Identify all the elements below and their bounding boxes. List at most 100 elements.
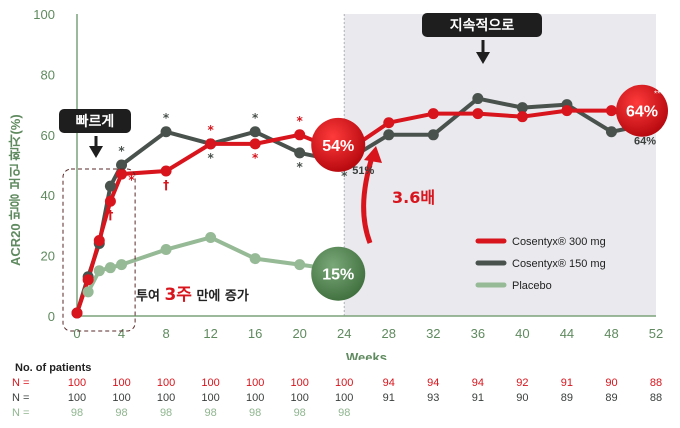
data-point-300mg bbox=[82, 274, 94, 286]
label-150mg-week24: 51% bbox=[352, 165, 374, 177]
data-point-300mg bbox=[516, 111, 528, 123]
patients-count: 91 bbox=[471, 392, 484, 404]
data-point-150mg bbox=[104, 180, 116, 192]
x-tick-label: 36 bbox=[471, 326, 485, 341]
y-axis-title: ACR20 반응 보인 환자(%) bbox=[8, 114, 23, 266]
legend: Cosentyx® 300 mg Cosentyx® 150 mg Placeb… bbox=[475, 236, 606, 292]
patients-count: 100 bbox=[67, 377, 87, 389]
data-point-placebo bbox=[116, 259, 128, 271]
patients-count: 89 bbox=[605, 392, 618, 404]
legend-label-150mg: Cosentyx® 150 mg bbox=[512, 258, 606, 270]
x-tick-label: 12 bbox=[203, 326, 217, 341]
data-point-placebo bbox=[82, 286, 94, 298]
data-point-150mg bbox=[427, 129, 439, 141]
y-tick-labels: 0 20 40 60 80 100 bbox=[33, 7, 55, 324]
significance-mark: * bbox=[207, 123, 214, 137]
patients-count: 98 bbox=[159, 407, 173, 419]
patients-row-label: N = bbox=[12, 407, 30, 419]
patients-count: 100 bbox=[335, 377, 354, 389]
patients-count: 98 bbox=[338, 407, 351, 419]
patients-table-title: No. of patients bbox=[15, 362, 92, 374]
increase-annotation: 투여 3주 만에 증가 bbox=[136, 285, 249, 305]
fold-change-arrow bbox=[361, 153, 376, 244]
patients-count: 100 bbox=[290, 377, 309, 389]
bubble-placebo-week24-label: 15% bbox=[322, 267, 354, 284]
increase-highlight: 3주 bbox=[164, 285, 192, 305]
y-tick-label: 0 bbox=[48, 309, 55, 324]
patients-count: 98 bbox=[249, 407, 262, 419]
significance-mark: * bbox=[252, 151, 259, 165]
patients-count: 94 bbox=[471, 377, 484, 389]
data-point-300mg bbox=[205, 138, 217, 150]
x-tick-label: 32 bbox=[426, 326, 440, 341]
bubble-300mg-week24-label: 54% bbox=[322, 138, 354, 155]
data-point-300mg bbox=[93, 235, 105, 246]
y-tick-label: 40 bbox=[41, 188, 55, 203]
y-tick-label: 80 bbox=[41, 67, 55, 82]
x-tick-label: 44 bbox=[560, 326, 574, 341]
significance-mark: * bbox=[341, 169, 348, 183]
increase-text-before: 투여 bbox=[136, 288, 164, 304]
series-points bbox=[71, 93, 662, 319]
patients-count: 91 bbox=[382, 392, 395, 404]
patients-count: 100 bbox=[201, 392, 220, 404]
legend-label-300mg: Cosentyx® 300 mg bbox=[512, 236, 606, 248]
data-point-placebo bbox=[93, 265, 105, 277]
x-tick-label: 16 bbox=[248, 326, 262, 341]
significance-mark: * bbox=[297, 160, 304, 174]
x-tick-label: 4 bbox=[118, 326, 125, 341]
patients-count: 91 bbox=[560, 377, 574, 389]
fold-change-arrow-head bbox=[364, 146, 382, 163]
data-point-300mg bbox=[383, 117, 395, 129]
early-arrow-head bbox=[89, 146, 103, 158]
patients-count: 100 bbox=[156, 392, 176, 404]
x-tick-labels: 0 4 8 12 16 20 24 28 32 36 40 44 48 52 bbox=[73, 326, 663, 341]
patients-count: 98 bbox=[293, 407, 306, 419]
patients-count: 93 bbox=[427, 392, 440, 404]
patients-count: 100 bbox=[245, 392, 265, 404]
patients-count: 100 bbox=[290, 392, 309, 404]
sustained-arrow-head bbox=[476, 52, 490, 64]
sustained-callout-box bbox=[422, 13, 542, 37]
value-bubbles: 54% 64% *** 15% bbox=[311, 84, 668, 301]
data-point-300mg bbox=[71, 307, 83, 319]
bubble-placebo-week24 bbox=[311, 246, 366, 301]
y-tick-label: 100 bbox=[33, 7, 55, 22]
data-point-300mg bbox=[605, 105, 617, 117]
sustained-callout-label: 지속적으로 bbox=[450, 17, 515, 34]
early-callout: 빠르게 bbox=[59, 109, 131, 158]
bubble-300mg-week24 bbox=[311, 117, 366, 172]
data-point-150mg bbox=[160, 126, 172, 138]
x-tick-label: 0 bbox=[73, 326, 80, 341]
data-point-300mg bbox=[249, 138, 261, 150]
data-point-placebo bbox=[249, 253, 261, 265]
x-tick-label: 52 bbox=[649, 326, 663, 341]
data-point-150mg bbox=[516, 102, 528, 114]
data-point-300mg bbox=[561, 105, 573, 117]
patients-count: 92 bbox=[516, 377, 529, 389]
x-tick-label: 8 bbox=[162, 326, 169, 341]
data-point-300mg bbox=[472, 108, 484, 120]
early-callout-box bbox=[59, 109, 131, 133]
patients-count: 100 bbox=[245, 377, 265, 389]
data-point-300mg bbox=[116, 168, 128, 180]
x-tick-label: 24 bbox=[337, 326, 351, 341]
data-point-300mg bbox=[160, 165, 172, 177]
data-point-300mg bbox=[104, 195, 116, 207]
significance-marks: †**†********* bbox=[107, 111, 348, 222]
x-tick-label: 40 bbox=[515, 326, 529, 341]
patients-count: 88 bbox=[649, 377, 663, 389]
data-point-150mg bbox=[249, 126, 261, 138]
data-point-150mg bbox=[116, 159, 128, 171]
significance-mark: † bbox=[163, 178, 169, 192]
increase-text-after: 만에 증가 bbox=[192, 288, 249, 304]
patients-count: 88 bbox=[649, 392, 663, 404]
patients-count: 98 bbox=[115, 407, 128, 419]
patients-count: 89 bbox=[560, 392, 574, 404]
bubble-300mg-week52-label: 64% bbox=[626, 104, 658, 121]
significance-mark: * bbox=[118, 144, 125, 158]
data-point-300mg bbox=[427, 108, 439, 120]
patients-count: 94 bbox=[382, 377, 395, 389]
early-callout-label: 빠르게 bbox=[76, 114, 115, 130]
x-tick-label: 48 bbox=[604, 326, 618, 341]
